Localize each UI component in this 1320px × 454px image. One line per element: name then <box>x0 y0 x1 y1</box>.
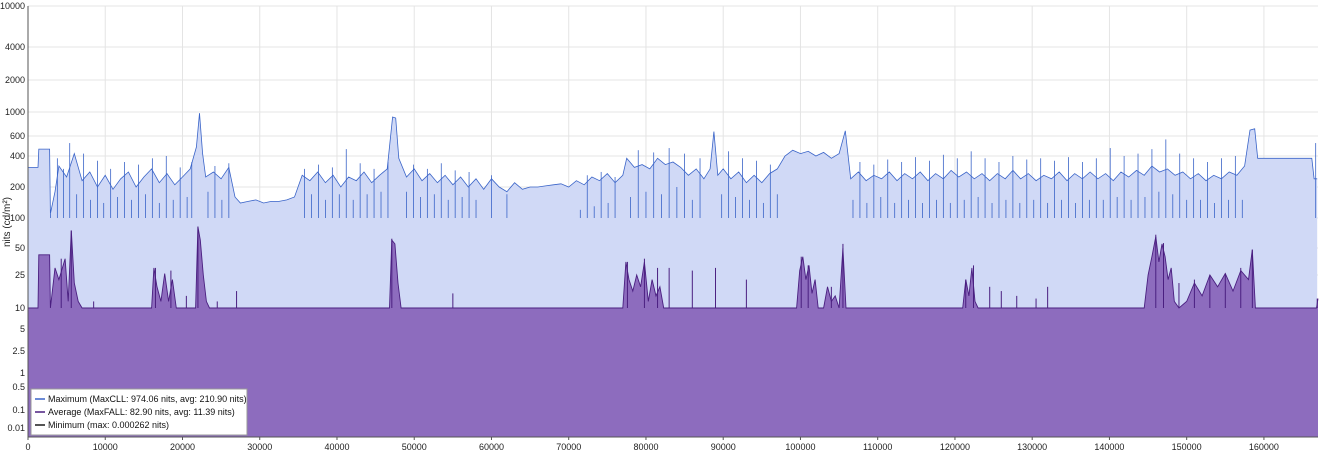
x-tick-label: 140000 <box>1094 442 1124 452</box>
legend-label-minimum: Minimum (max: 0.000262 nits) <box>48 420 169 430</box>
y-tick-label: 2.5 <box>12 346 25 356</box>
x-tick-label: 10000 <box>93 442 118 452</box>
y-tick-label: 10000 <box>0 1 25 11</box>
y-tick-label: 5 <box>20 324 25 334</box>
average-line <box>28 226 1319 309</box>
x-tick-label: 40000 <box>324 442 349 452</box>
x-tick-label: 130000 <box>1017 442 1047 452</box>
y-tick-label: 1 <box>20 368 25 378</box>
average-series-area <box>28 226 1319 437</box>
legend: Maximum (MaxCLL: 974.06 nits, avg: 210.9… <box>30 388 248 436</box>
y-tick-label: 200 <box>10 182 25 192</box>
y-tick-label: 0.1 <box>12 405 25 415</box>
average-area <box>28 226 1318 437</box>
series-spikes <box>50 139 1318 308</box>
y-tick-label: 4000 <box>5 42 25 52</box>
x-tick-label: 110000 <box>863 442 892 452</box>
y-tick-label: 400 <box>10 151 25 161</box>
x-tick-label: 100000 <box>785 442 815 452</box>
legend-box <box>30 388 248 436</box>
x-tick-label: 30000 <box>247 442 272 452</box>
y-tick-label: 600 <box>10 131 25 141</box>
legend-label-average: Average (MaxFALL: 82.90 nits, avg: 11.39… <box>48 407 235 417</box>
x-tick-label: 50000 <box>402 442 427 452</box>
x-tick-label: 70000 <box>556 442 581 452</box>
y-tick-label: 25 <box>15 270 25 280</box>
x-tick-label: 160000 <box>1249 442 1279 452</box>
y-tick-label: 50 <box>15 243 25 253</box>
y-axis-label: nits (cd/m²) <box>2 197 13 247</box>
x-tick-label: 150000 <box>1172 442 1202 452</box>
x-tick-label: 90000 <box>711 442 736 452</box>
x-tick-label: 120000 <box>940 442 970 452</box>
y-tick-label: 2000 <box>5 75 25 85</box>
x-tick-label: 60000 <box>479 442 504 452</box>
x-tick-label: 0 <box>25 442 30 452</box>
y-tick-label: 0.5 <box>12 382 25 392</box>
maximum-line <box>28 113 1318 214</box>
y-tick-label: 100 <box>10 213 25 223</box>
y-tick-label: 0.01 <box>7 423 25 433</box>
axes <box>27 6 1318 438</box>
y-tick-label: 10 <box>15 303 25 313</box>
y-axis-ticks: 0.01 0.1 0.5 1 2.5 5 10 25 50 100 200 400 600 1000 200… <box>0 1 25 433</box>
legend-label-maximum: Maximum (MaxCLL: 974.06 nits, avg: 210.9… <box>48 394 247 404</box>
x-tick-label: 80000 <box>633 442 658 452</box>
x-tick-label: 20000 <box>170 442 195 452</box>
x-axis-ticks: 0 10000 20000 30000 40000 50000 60000 70000 8000… <box>25 437 1279 452</box>
y-tick-label: 1000 <box>5 107 25 117</box>
